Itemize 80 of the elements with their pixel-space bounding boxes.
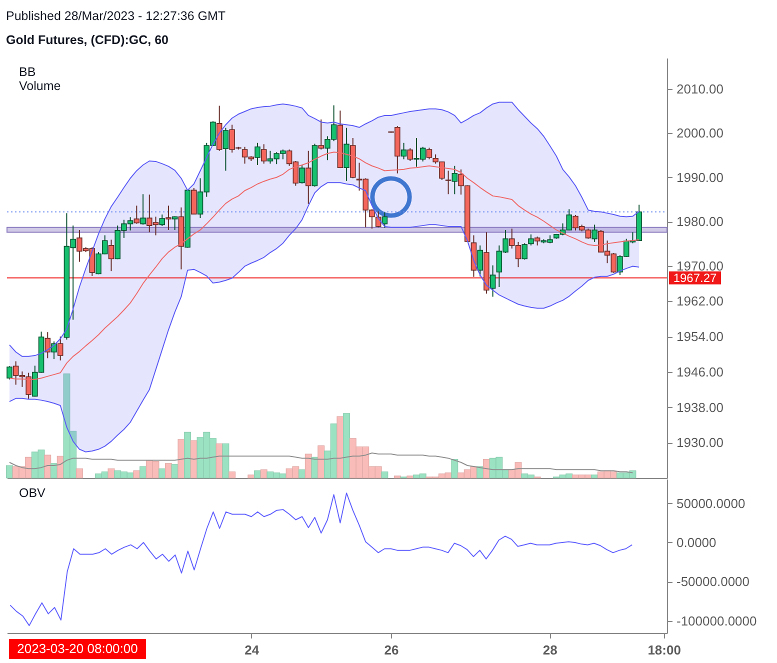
candlestick: [254, 142, 260, 166]
bar: [44, 454, 52, 478]
candlestick: [172, 216, 178, 230]
text: OBV: [19, 486, 46, 500]
line-series: [8, 182, 640, 452]
bar: [184, 432, 192, 478]
x-tick-label: 24: [244, 642, 260, 658]
candlestick: [51, 340, 57, 360]
bar: [222, 443, 230, 478]
bar: [108, 468, 115, 478]
candlestick: [260, 144, 267, 164]
candlestick: [490, 264, 496, 298]
candlestick: [57, 336, 64, 361]
candlestick: [344, 127, 350, 182]
candlestick: [407, 148, 414, 162]
bar: [260, 469, 268, 478]
candlestick: [522, 242, 528, 260]
x-tick-label: 28: [542, 642, 558, 658]
bar: [76, 468, 83, 478]
y-tick-label: 1930.00: [676, 435, 724, 450]
bar: [133, 470, 140, 478]
candlestick: [452, 165, 458, 195]
text: 2023-03-20 08:00:00: [17, 641, 138, 656]
candlestick: [134, 205, 140, 224]
ref-line-label: 1967.27: [673, 270, 718, 285]
y-tick-label: -100000.0000: [676, 613, 757, 628]
bar: [50, 463, 58, 478]
y-tick-label: 1980.00: [676, 214, 724, 230]
bar: [336, 416, 344, 478]
candlestick: [159, 214, 165, 226]
candlestick: [400, 142, 407, 160]
y-tick-label: 2010.00: [676, 81, 724, 96]
candlestick: [166, 205, 172, 230]
bar: [140, 466, 147, 478]
text: Published 28/Mar/2023 - 12:27:36 GMT: [6, 8, 226, 24]
chart-title: Volume: [19, 79, 61, 93]
chart-title: Gold Futures, (CFD):GC, 60: [6, 32, 168, 48]
candlestick: [318, 118, 324, 150]
y-tick-label: 1970.00: [676, 258, 724, 274]
bar: [318, 445, 325, 478]
bar: [381, 471, 388, 478]
bar: [476, 466, 484, 478]
y-tick-label: 1962.00: [676, 294, 724, 309]
candlestick: [140, 194, 146, 226]
bar: [406, 476, 414, 478]
bar: [6, 465, 13, 478]
annotation: BB: [19, 65, 36, 79]
candlestick: [6, 366, 12, 380]
candlestick: [299, 164, 305, 184]
bar: [343, 413, 350, 478]
bar: [164, 463, 172, 478]
bar: [248, 474, 255, 478]
candlestick: [426, 147, 432, 160]
bar: [158, 468, 166, 478]
candlestick: [222, 127, 229, 172]
y-tick-label: 1954.00: [676, 329, 724, 344]
candlestick: [528, 234, 534, 246]
y-tick-label: 1938.00: [676, 400, 724, 415]
candlestick: [445, 170, 452, 195]
candlestick: [592, 224, 598, 242]
y-tick-label: 0.0000: [676, 534, 716, 550]
bar: [190, 440, 198, 478]
y-tick-label: 1990.00: [676, 170, 724, 185]
bar: [178, 439, 185, 478]
candlestick: [306, 150, 312, 204]
bar: [254, 470, 261, 478]
bar: [298, 469, 306, 478]
candlestick: [191, 187, 197, 216]
x-tick-label: 26: [384, 642, 399, 658]
bar: [591, 474, 598, 478]
y-tick-label: 2000.00: [676, 126, 724, 141]
bar: [451, 458, 458, 478]
x-tick-label: 18:00: [648, 642, 681, 658]
y-tick-label: 1946.00: [676, 364, 724, 380]
bar: [394, 476, 401, 478]
y-tick-label: -50000.0000: [676, 574, 750, 590]
bar: [228, 471, 236, 478]
candlestick: [477, 244, 483, 277]
y-tick-label: 50000.0000: [676, 496, 746, 511]
candlestick: [108, 239, 114, 272]
